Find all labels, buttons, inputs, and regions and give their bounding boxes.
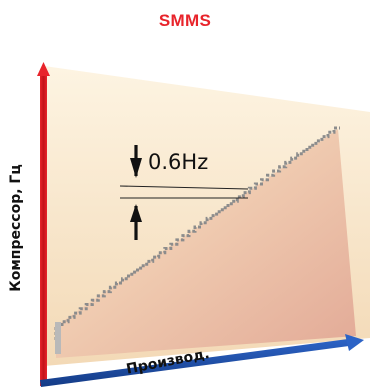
y-axis bbox=[37, 62, 50, 386]
dimension-arrow-down-icon bbox=[130, 145, 142, 178]
staircase-steps bbox=[54, 126, 340, 340]
staircase-base bbox=[55, 322, 61, 354]
dimension-arrow-up-icon bbox=[130, 204, 142, 240]
frequency-step-label: 0.6Hz bbox=[148, 150, 209, 174]
capacity-area bbox=[56, 129, 356, 358]
y-axis-label: Компрессор, Гц bbox=[8, 164, 24, 292]
diagram-title: SMMS bbox=[158, 11, 212, 30]
dimension-line-upper bbox=[119, 185, 249, 190]
x-axis bbox=[40, 334, 364, 387]
staircase bbox=[54, 126, 340, 354]
